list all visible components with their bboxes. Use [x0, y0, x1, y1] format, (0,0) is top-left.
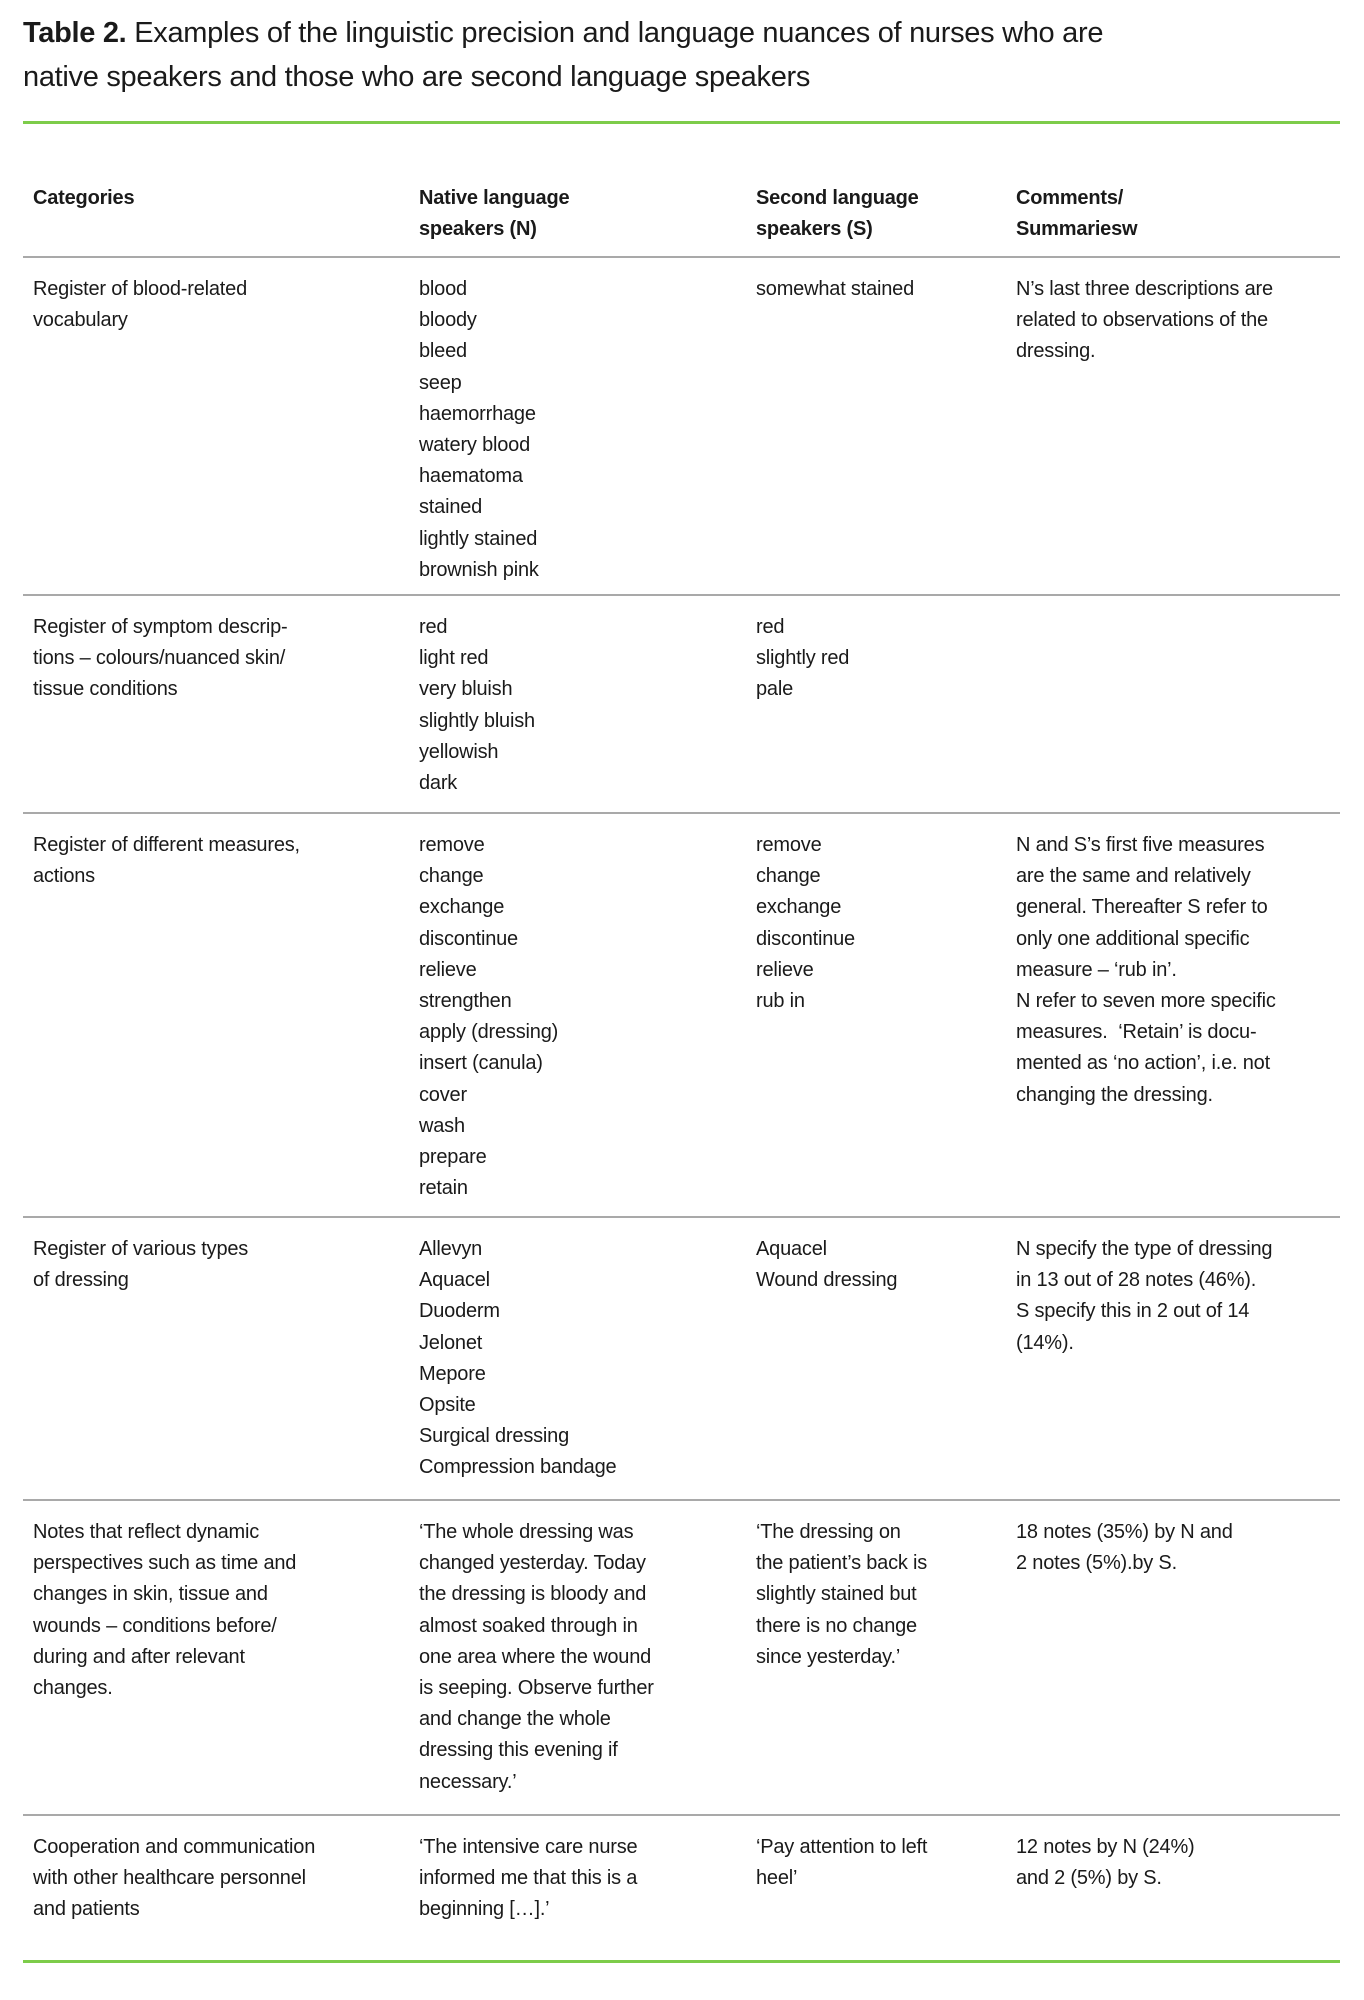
category-cell: Notes that reflect dynamic perspectives … — [33, 1521, 297, 1700]
second-cell: ‘The dressing on the patient’s back is s… — [756, 1521, 928, 1668]
comment-cell: N and S’s first five measures are the sa… — [1016, 834, 1276, 1106]
table-caption: Table 2. Examples of the linguistic prec… — [23, 11, 1343, 99]
category-cell: Register of symptom descrip- tions – col… — [33, 616, 288, 701]
table-row: Register of blood-related vocabulary blo… — [23, 258, 1340, 596]
header-categories: Categories — [33, 187, 135, 209]
native-cell: Allevyn Aquacel Duoderm Jelonet Mepore O… — [419, 1238, 617, 1479]
bottom-rule — [23, 1960, 1340, 1963]
second-cell: ‘Pay attention to left heel’ — [756, 1836, 928, 1890]
native-cell: ‘The whole dressing was changed yesterda… — [419, 1521, 654, 1793]
comment-cell: N specify the type of dressing in 13 out… — [1016, 1238, 1273, 1354]
second-cell: remove change exchange discontinue relie… — [756, 834, 855, 1013]
table-label: Table 2. — [23, 17, 127, 49]
second-cell: Aquacel Wound dressing — [756, 1238, 898, 1292]
header-row: Categories Native language speakers (N) … — [23, 125, 1340, 258]
category-cell: Cooperation and communication with other… — [33, 1836, 316, 1921]
native-cell: ‘The intensive care nurse informed me th… — [419, 1836, 638, 1921]
comment-cell: 18 notes (35%) by N and 2 notes (5%).by … — [1016, 1521, 1233, 1575]
table-row: Register of symptom descrip- tions – col… — [23, 596, 1340, 814]
table-row: Register of various types of dressing Al… — [23, 1218, 1340, 1501]
comment-cell: 12 notes by N (24%) and 2 (5%) by S. — [1016, 1836, 1195, 1890]
category-cell: Register of various types of dressing — [33, 1238, 249, 1292]
header-comments: Comments/ Summariesw — [1016, 187, 1138, 241]
native-cell: blood bloody bleed seep haemorrhage wate… — [419, 278, 539, 581]
comment-cell: N’s last three descriptions are related … — [1016, 278, 1273, 363]
table-row: Cooperation and communication with other… — [23, 1816, 1340, 1963]
category-cell: Register of blood-related vocabulary — [33, 278, 248, 332]
caption-text: Examples of the linguistic precision and… — [23, 17, 1104, 93]
native-cell: remove change exchange discontinue relie… — [419, 834, 559, 1200]
header-second: Second language speakers (S) — [756, 187, 919, 241]
second-cell: somewhat stained — [756, 278, 915, 300]
top-rule — [23, 121, 1340, 124]
category-cell: Register of different measures, actions — [33, 834, 300, 888]
data-table: Categories Native language speakers (N) … — [23, 125, 1340, 1963]
header-native: Native language speakers (N) — [419, 187, 570, 241]
second-cell: red slightly red pale — [756, 616, 850, 701]
table-row: Notes that reflect dynamic perspectives … — [23, 1501, 1340, 1816]
table-row: Register of different measures, actions … — [23, 814, 1340, 1218]
native-cell: red light red very bluish slightly bluis… — [419, 616, 535, 795]
